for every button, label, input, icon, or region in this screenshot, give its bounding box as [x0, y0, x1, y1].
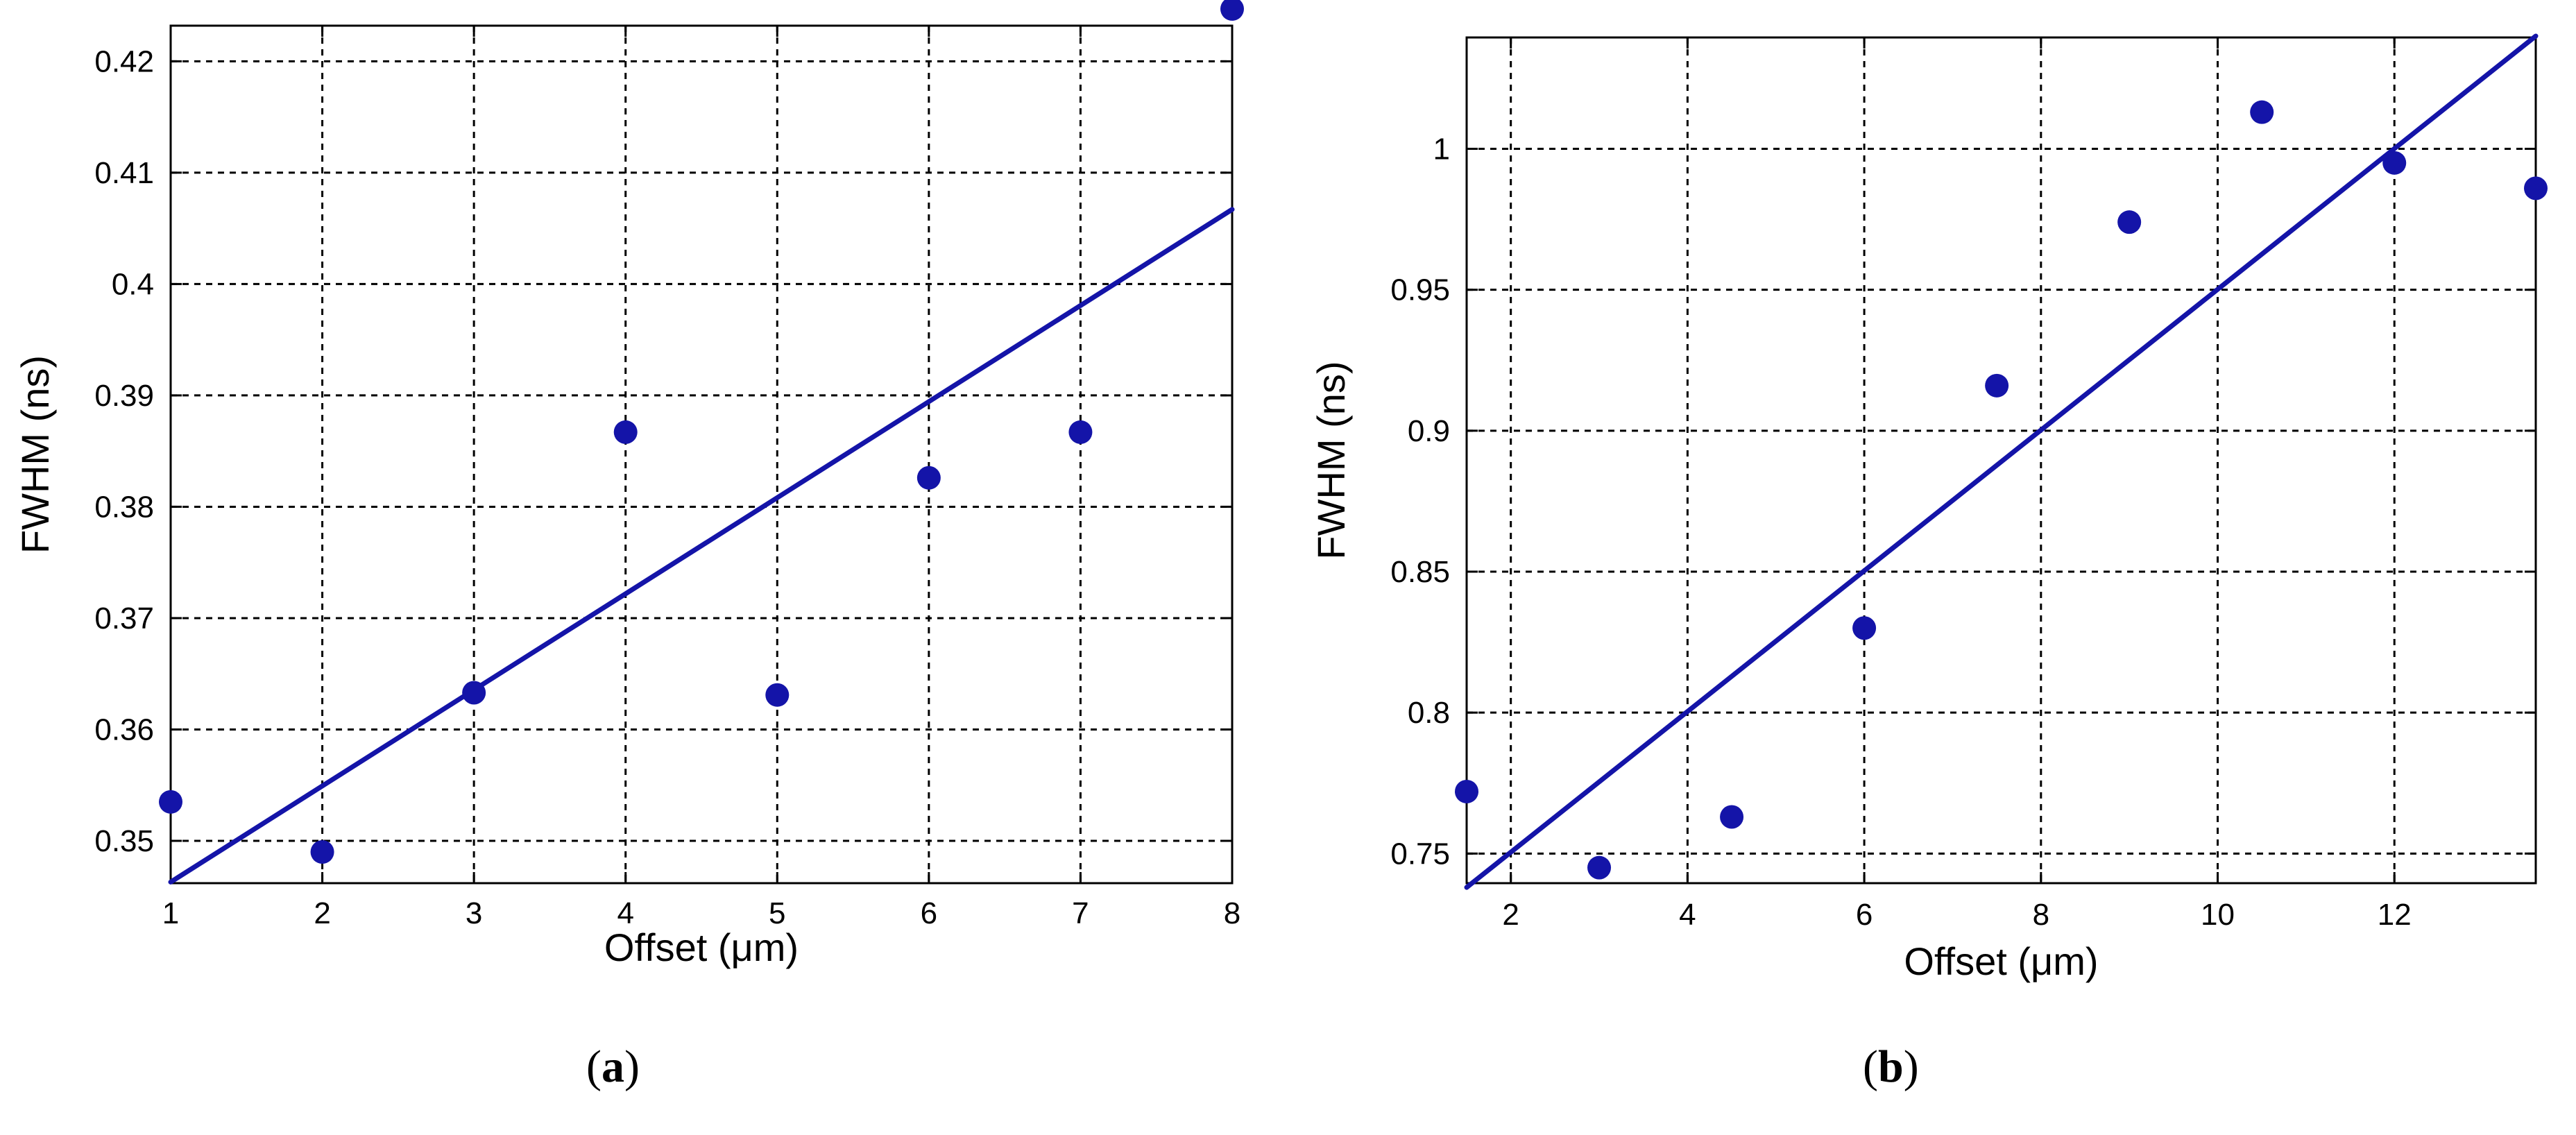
data-point	[765, 683, 790, 707]
x-tick-label: 4	[617, 896, 633, 930]
panel-label-a: a	[601, 1041, 624, 1092]
y-tick-label: 0.95	[1390, 273, 1450, 307]
data-point	[310, 840, 334, 864]
x-tick-label: 7	[1072, 896, 1089, 930]
y-tick-label: 0.4	[112, 267, 154, 301]
data-point	[916, 466, 941, 490]
data-point	[1985, 373, 2009, 398]
x-axis-label: Offset (μm)	[604, 925, 799, 969]
data-point	[159, 790, 182, 814]
x-tick-label: 8	[1224, 896, 1240, 930]
panel-caption-b: (b)	[1863, 1041, 1919, 1092]
chart-panel-a: 1 2 3 4 5 6 7 8 0.35 0.36 0.37 0.38 0.39 0.4 0.41 0.42 O…	[13, 0, 1244, 969]
data-point	[2524, 176, 2548, 200]
x-tick-label: 12	[2378, 898, 2412, 932]
y-tick-label: 0.35	[94, 824, 154, 858]
x-tick-label: 2	[1502, 898, 1519, 932]
plot-frame	[169, 24, 1234, 885]
chart-panel-b: 2 4 6 8 10 12 0.75 0.8 0.85 0.9 0.95 1 Offset (μm) FW…	[1309, 33, 2548, 983]
x-tick-label: 6	[1856, 898, 1873, 932]
fit-line	[168, 207, 1235, 885]
y-tick-label: 1	[1433, 133, 1450, 167]
y-tick-label: 0.75	[1390, 837, 1450, 871]
y-tick-label: 0.39	[94, 379, 154, 413]
data-point	[1220, 0, 1244, 21]
y-tick-label: 0.37	[94, 601, 154, 635]
data-point	[462, 681, 486, 705]
y-tick-label: 0.36	[94, 712, 154, 746]
data-point	[613, 420, 638, 444]
data-point	[1455, 779, 1478, 803]
x-tick-label: 10	[2201, 898, 2235, 932]
x-tick-label: 5	[769, 896, 785, 930]
x-tick-label: 1	[162, 896, 179, 930]
y-tick-label: 0.41	[94, 156, 154, 190]
fit-line	[1464, 33, 2539, 890]
data-point	[1587, 855, 1612, 880]
plot-frame	[1465, 36, 2537, 885]
y-tick-label: 0.42	[94, 44, 154, 78]
y-tick-label: 0.8	[1408, 696, 1450, 730]
data-point	[1068, 420, 1093, 444]
data-point	[2250, 100, 2274, 124]
y-axis-label: FWHM (ns)	[1309, 361, 1353, 559]
panel-caption-a: (a)	[586, 1041, 640, 1092]
data-point	[2382, 151, 2407, 175]
x-axis-label: Offset (μm)	[1904, 939, 2098, 983]
x-tick-label: 2	[314, 896, 330, 930]
y-axis-label: FWHM (ns)	[13, 355, 57, 554]
panel-label-b: b	[1877, 1041, 1904, 1092]
data-point	[2117, 210, 2142, 234]
x-tick-label: 3	[466, 896, 482, 930]
x-tick-label: 4	[1679, 898, 1696, 932]
data-point	[1852, 616, 1877, 640]
data-point	[1720, 805, 1744, 829]
y-tick-label: 0.85	[1390, 555, 1450, 589]
y-tick-label: 0.9	[1408, 414, 1450, 448]
x-tick-label: 8	[2033, 898, 2049, 932]
y-tick-label: 0.38	[94, 490, 154, 524]
x-tick-label: 6	[921, 896, 937, 930]
